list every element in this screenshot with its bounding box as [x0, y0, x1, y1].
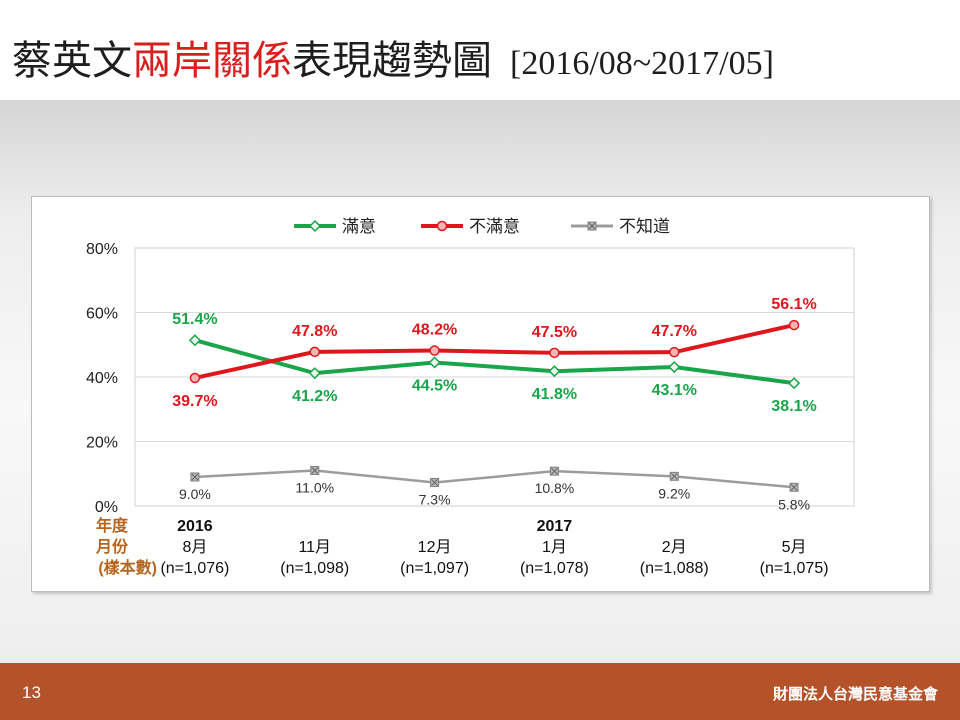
data-point-unknown-cross — [311, 467, 319, 474]
data-point-unknown-cross — [670, 472, 678, 480]
title-highlight: 兩岸關係 — [132, 38, 292, 84]
data-label-satisfied: 41.2% — [292, 388, 337, 405]
footer-bar: 13 財團法人台灣民意基金會 — [0, 663, 960, 720]
sample-size-label: (n=1,098) — [280, 560, 349, 577]
data-point-unknown-cross — [431, 479, 438, 486]
sample-size-label: (n=1,088) — [640, 560, 709, 577]
y-tick-label: 20% — [86, 435, 118, 452]
data-point-satisfied — [308, 367, 321, 380]
data-label-unknown: 5.8% — [778, 496, 810, 512]
chart-frame: 80% 60% 40% 20% 0% 滿意 不滿意 不知道 51.4% 41.2% 44.5% 41.… — [31, 196, 930, 592]
data-point-dissatisfied — [189, 372, 201, 384]
x-tick-label: 1月 — [542, 539, 567, 556]
data-point-dissatisfied — [788, 319, 800, 331]
title-date-range: [2016/08~2017/05] — [510, 45, 774, 82]
title-bar: 蔡英文兩岸關係表現趨勢圖 [2016/08~2017/05] — [0, 0, 960, 100]
data-label-dissatisfied: 56.1% — [771, 296, 816, 313]
legend-label: 不知道 — [619, 217, 670, 236]
y-tick-label: 80% — [86, 241, 118, 258]
year-label: 2017 — [537, 518, 573, 535]
data-point-dissatisfied — [309, 346, 320, 358]
data-label-satisfied: 51.4% — [172, 311, 217, 328]
y-tick-label: 0% — [95, 499, 118, 516]
data-label-dissatisfied: 39.7% — [172, 393, 217, 410]
slide-title: 蔡英文兩岸關係表現趨勢圖 [2016/08~2017/05] — [12, 28, 774, 86]
series-line-unknown — [194, 469, 795, 489]
data-label-satisfied: 44.5% — [412, 377, 457, 394]
data-point-dissatisfied — [429, 345, 440, 356]
x-tick-label: 2月 — [662, 539, 687, 556]
data-label-dissatisfied: 47.5% — [532, 324, 577, 341]
data-label-unknown: 9.2% — [658, 485, 690, 501]
data-point-satisfied — [188, 334, 201, 347]
x-tick-label: 8月 — [182, 539, 207, 556]
data-label-unknown: 11.0% — [295, 480, 334, 496]
axis-row-label: 年度 — [96, 516, 129, 535]
series-line-dissatisfied — [194, 323, 795, 380]
data-label-satisfied: 43.1% — [652, 382, 697, 399]
data-point-unknown-cross — [790, 483, 798, 491]
sample-size-label: (n=1,075) — [760, 560, 829, 577]
data-label-unknown: 7.3% — [419, 491, 451, 507]
y-tick-label: 60% — [86, 306, 118, 323]
data-label-unknown: 9.0% — [179, 486, 211, 502]
x-tick-label: 12月 — [418, 539, 452, 556]
trend-chart: 80% 60% 40% 20% 0% 滿意 不滿意 不知道 51.4% 41.2% 44.5% 41.… — [86, 217, 855, 577]
sample-size-label: (n=1,078) — [520, 560, 589, 577]
data-label-satisfied: 38.1% — [771, 398, 816, 415]
legend-marker — [436, 220, 448, 232]
data-label-unknown: 10.8% — [535, 480, 575, 496]
data-label-satisfied: 41.8% — [532, 386, 577, 403]
title-suffix: 表現趨勢圖 — [292, 38, 492, 84]
title-prefix: 蔡英文 — [12, 38, 132, 84]
data-point-satisfied — [548, 365, 561, 378]
axis-row-label: 月份 — [95, 537, 129, 556]
data-label-dissatisfied: 48.2% — [412, 322, 457, 339]
data-point-satisfied — [788, 377, 801, 390]
year-label: 2016 — [177, 518, 213, 535]
legend-marker-cross — [588, 222, 596, 230]
axis-row-label: (樣本數) — [98, 558, 157, 577]
organization-name: 財團法人台灣民意基金會 — [772, 685, 938, 703]
page-number: 13 — [22, 683, 41, 702]
data-point-dissatisfied — [549, 347, 560, 359]
legend-marker — [308, 219, 322, 233]
y-tick-label: 40% — [86, 370, 118, 387]
data-point-unknown-cross — [551, 467, 558, 475]
sample-size-label: (n=1,076) — [160, 560, 229, 577]
x-tick-label: 5月 — [782, 539, 807, 556]
series-line-satisfied — [194, 338, 795, 386]
data-point-unknown-cross — [191, 473, 199, 481]
x-tick-label: 11月 — [298, 539, 331, 556]
sample-size-label: (n=1,097) — [400, 560, 469, 577]
legend-label: 不滿意 — [469, 217, 520, 236]
data-label-dissatisfied: 47.7% — [652, 323, 697, 340]
data-point-dissatisfied — [669, 346, 680, 358]
data-point-satisfied — [428, 356, 441, 369]
legend-label: 滿意 — [342, 217, 376, 236]
data-point-satisfied — [668, 360, 681, 374]
data-label-dissatisfied: 47.8% — [292, 323, 337, 340]
